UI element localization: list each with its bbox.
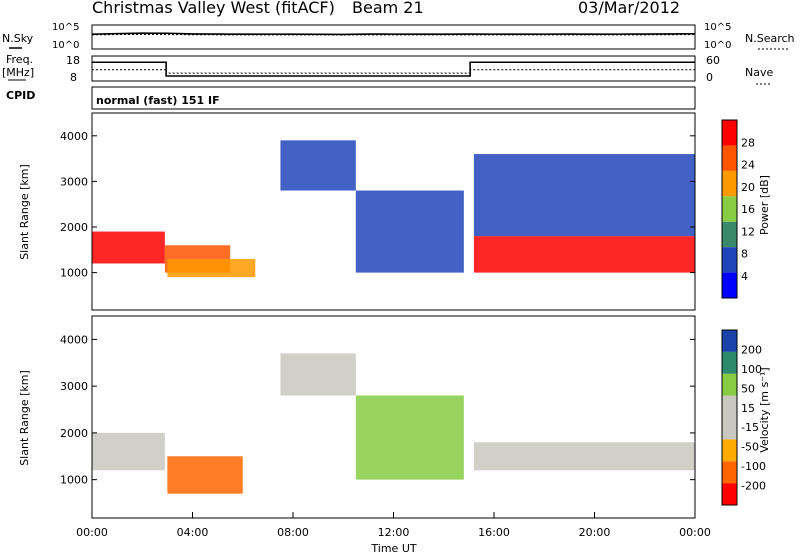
- velocity-colorbar-tick-4: 15: [741, 402, 755, 415]
- velocity-region-0: [92, 432, 165, 471]
- power-colorbar-tick-3: 16: [741, 203, 755, 216]
- velocity-colorbar-tick-7: 200: [741, 343, 762, 356]
- power-colorbar: 4 8 12 16 20 24 28: [721, 119, 755, 299]
- velocity-colorbar-tick-1: -100: [741, 460, 766, 473]
- power-colorbar-swatch-3: [722, 196, 737, 222]
- power-colorbar-tick-0: 4: [741, 270, 748, 283]
- velocity-colorbar-swatch-3: [722, 417, 737, 440]
- power-ytick-label-2: 3000: [60, 175, 88, 188]
- velocity-colorbar-swatch-0: [722, 483, 737, 505]
- station-title: Christmas Valley West (fitACF): [92, 0, 335, 17]
- x-tick-label-1: 04:00: [177, 526, 209, 539]
- velocity-region-4: [473, 442, 695, 471]
- power-region-4: [355, 190, 464, 273]
- nave-label: Nave: [745, 66, 773, 79]
- power-region-5: [473, 236, 695, 273]
- velocity-colorbar-swatch-4: [722, 395, 737, 418]
- freq-panel-frame: [91, 55, 696, 82]
- cpid-label: CPID: [6, 89, 35, 102]
- power-colorbar-swatch-4: [722, 170, 737, 197]
- cpid-mode-text: normal (fast) 151 IF: [96, 94, 220, 107]
- velocity-ylabel: Slant Range [km]: [18, 370, 31, 466]
- noise-panel-frame: [91, 24, 696, 50]
- power-colorbar-swatch-2: [722, 221, 737, 248]
- noise-tick-right-bottom: 10^0: [704, 40, 731, 51]
- velocity-colorbar-tick-6: 100: [741, 363, 762, 376]
- velocity-y-ticks: 1000 2000 3000 4000: [60, 333, 695, 487]
- nsky-label: N.Sky: [2, 32, 34, 45]
- velocity-cells: [92, 353, 695, 494]
- nave-series: [92, 69, 695, 74]
- freq-unit-label: [MHz]: [2, 66, 34, 79]
- velocity-colorbar-tick-0: -200: [741, 480, 766, 493]
- noise-tick-left-top: 10^5: [52, 22, 79, 33]
- power-y-ticks: 1000 2000 3000 4000: [60, 130, 695, 280]
- freq-series: [92, 61, 695, 77]
- noise-lines: [91, 32, 696, 36]
- x-tick-label-0: 00:00: [76, 526, 108, 539]
- velocity-region-1: [167, 456, 243, 494]
- power-colorbar-label: Power [dB]: [758, 175, 771, 235]
- velocity-ytick-label-1: 2000: [60, 427, 88, 440]
- power-cells: [92, 140, 695, 278]
- power-colorbar-swatch-5: [722, 145, 737, 171]
- velocity-colorbar-tick-5: 50: [741, 382, 755, 395]
- velocity-ytick-label-2: 3000: [60, 380, 88, 393]
- power-ylabel: Slant Range [km]: [18, 164, 31, 260]
- cpid-panel-frame: [91, 86, 696, 110]
- velocity-colorbar-tick-3: -15: [741, 421, 759, 434]
- power-colorbar-frame: [721, 119, 738, 299]
- beam-title: Beam 21: [352, 0, 424, 17]
- velocity-ytick-label-0: 1000: [60, 474, 88, 487]
- power-colorbar-swatch-1: [722, 247, 737, 273]
- power-panel-frame: [91, 112, 696, 311]
- velocity-colorbar-swatch-2: [722, 439, 737, 462]
- power-colorbar-tick-6: 28: [741, 136, 755, 149]
- x-tick-label-5: 20:00: [579, 526, 611, 539]
- power-colorbar-tick-1: 8: [741, 248, 748, 261]
- velocity-colorbar-frame: [721, 329, 738, 506]
- freq-lines: [92, 61, 695, 77]
- velocity-colorbar-swatch-6: [722, 351, 737, 374]
- x-tick-label-3: 12:00: [378, 526, 410, 539]
- freq-tick-bottom: 8: [70, 71, 77, 84]
- power-colorbar-swatch-6: [722, 120, 737, 146]
- freq-label: Freq.: [6, 53, 33, 66]
- noise-tick-left-bottom: 10^0: [52, 40, 79, 51]
- power-ytick-label-1: 2000: [60, 221, 88, 234]
- x-axis-ticks: 00:00 04:00 08:00 12:00 16:00 20:00 00:00: [76, 512, 711, 539]
- velocity-colorbar-swatch-1: [722, 461, 737, 484]
- x-tick-label-2: 08:00: [277, 526, 309, 539]
- x-tick-label-4: 16:00: [478, 526, 510, 539]
- power-ytick-label-3: 4000: [60, 130, 88, 143]
- noise-tick-right-top: 10^5: [704, 22, 731, 33]
- velocity-colorbar-label: Velocity [m s⁻¹]: [758, 367, 771, 452]
- nave-tick-top: 60: [706, 54, 720, 67]
- noise-series-0: [91, 32, 696, 36]
- power-region-3: [280, 140, 356, 191]
- velocity-colorbar-swatch-7: [722, 330, 737, 352]
- power-region-0: [92, 231, 165, 264]
- power-colorbar-swatch-0: [722, 272, 737, 298]
- power-ytick-label-0: 1000: [60, 267, 88, 280]
- noise-series-1: [91, 33, 696, 36]
- power-region-2: [167, 258, 256, 278]
- velocity-colorbar-swatch-5: [722, 373, 737, 396]
- power-colorbar-tick-4: 20: [741, 181, 755, 194]
- nsearch-label: N.Search: [745, 32, 795, 45]
- power-region-6: [473, 154, 695, 237]
- freq-tick-top: 18: [66, 54, 80, 67]
- nave-tick-bottom: 0: [706, 71, 713, 84]
- velocity-region-2: [280, 353, 356, 396]
- x-tick-label-6: 00:00: [679, 526, 711, 539]
- date-title: 03/Mar/2012: [578, 0, 680, 17]
- velocity-region-3: [355, 395, 464, 480]
- velocity-colorbar-tick-2: -50: [741, 441, 759, 454]
- velocity-colorbar: -200 -100 -50 -15 15 50 100 200: [721, 329, 766, 506]
- power-colorbar-tick-2: 12: [741, 225, 755, 238]
- x-axis-label: Time UT: [370, 542, 416, 554]
- power-colorbar-tick-5: 24: [741, 159, 755, 172]
- velocity-ytick-label-3: 4000: [60, 333, 88, 346]
